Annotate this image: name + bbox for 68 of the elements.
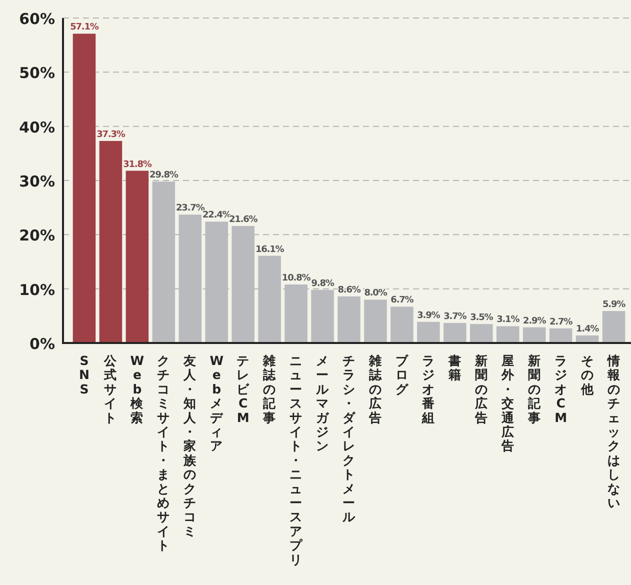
data-label: 23.7% xyxy=(176,204,205,214)
y-tick-label: 0% xyxy=(30,335,55,353)
data-label: 2.7% xyxy=(550,317,573,328)
y-tick-label: 20% xyxy=(19,226,55,245)
data-label: 31.8% xyxy=(123,160,152,170)
data-label: 10.8% xyxy=(282,274,311,284)
x-tick-label: Webメディア xyxy=(210,353,224,454)
y-tick-label: 30% xyxy=(19,172,55,190)
x-tick-label: 屋外・交通広告 xyxy=(500,353,516,454)
data-label: 57.1% xyxy=(70,22,99,33)
bar xyxy=(390,306,414,343)
bar xyxy=(470,324,493,343)
data-label: 8.0% xyxy=(364,288,388,299)
bar xyxy=(284,284,308,343)
x-tick-label: 雑誌の記事 xyxy=(262,353,278,425)
category-label: 情報のチェックはしない xyxy=(607,353,620,510)
bar xyxy=(232,226,254,343)
y-tick-label: 60% xyxy=(19,10,55,28)
data-label: 3.9% xyxy=(417,310,440,321)
x-tick-label: Web検索 xyxy=(130,353,145,425)
y-tick-label: 40% xyxy=(19,118,55,136)
bar xyxy=(549,328,572,343)
bar xyxy=(152,182,176,343)
data-label: 6.7% xyxy=(390,296,414,306)
data-label: 37.3% xyxy=(96,130,126,140)
bar xyxy=(99,140,122,343)
bar xyxy=(522,327,546,343)
data-label: 16.1% xyxy=(255,244,284,255)
bar xyxy=(126,170,149,343)
data-label: 3.1% xyxy=(496,315,520,326)
bar xyxy=(417,322,440,343)
bar xyxy=(178,214,202,343)
data-label: 2.9% xyxy=(523,316,546,326)
data-label: 9.8% xyxy=(311,278,334,289)
bar xyxy=(364,300,387,343)
bar xyxy=(602,311,626,343)
x-tick-label: SNS xyxy=(79,353,90,396)
x-tick-label: 書籍 xyxy=(447,353,462,382)
bar xyxy=(311,290,334,343)
bar xyxy=(496,326,520,343)
data-label: 8.6% xyxy=(338,285,361,296)
category-label: チラシ・ダイレクトメール xyxy=(342,353,356,524)
data-label: 3.5% xyxy=(470,313,494,324)
x-tick-label: 新聞の記事 xyxy=(526,353,542,425)
bar xyxy=(72,34,96,343)
x-tick-label: 雑誌の広告 xyxy=(368,353,383,425)
data-label: 5.9% xyxy=(602,300,626,310)
bar xyxy=(205,222,228,343)
bar xyxy=(258,256,281,343)
x-tick-label: テレビCM xyxy=(236,353,251,425)
category-label: クチコミサイト・まとめサイト xyxy=(157,353,170,553)
data-label: 21.6% xyxy=(228,215,258,225)
data-label: 29.8% xyxy=(150,170,178,181)
bar xyxy=(444,322,466,343)
x-tick-label: 公式サイト xyxy=(103,353,118,425)
x-tick-label: メールマガジン xyxy=(315,353,330,454)
x-tick-label: ラジオ番組 xyxy=(420,353,435,425)
bar xyxy=(338,296,360,343)
x-tick-label: ラジオCM xyxy=(554,353,568,425)
category-label: ニュースサイト・ニュースアプリ xyxy=(290,353,303,567)
x-tick-label: ブログ xyxy=(395,353,410,396)
x-tick-label: その他 xyxy=(580,353,595,396)
y-tick-label: 50% xyxy=(19,64,55,82)
data-label: 3.7% xyxy=(444,312,467,322)
category-label: 友人・知人・家族のクチコミ xyxy=(184,353,197,538)
data-label: 1.4% xyxy=(576,324,600,334)
x-tick-label: 新聞の広告 xyxy=(474,353,488,425)
y-tick-label: 10% xyxy=(19,280,55,299)
